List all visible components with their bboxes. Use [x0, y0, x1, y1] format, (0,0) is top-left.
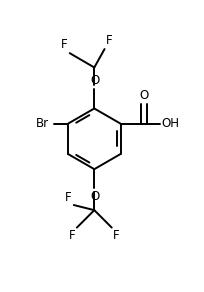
Text: O: O [90, 190, 99, 203]
Text: F: F [105, 34, 112, 47]
Text: O: O [90, 74, 99, 87]
Text: Br: Br [35, 117, 48, 130]
Text: OH: OH [160, 117, 178, 130]
Text: F: F [68, 229, 75, 242]
Text: F: F [65, 191, 71, 204]
Text: O: O [139, 88, 148, 102]
Text: F: F [113, 229, 119, 242]
Text: F: F [61, 39, 67, 51]
